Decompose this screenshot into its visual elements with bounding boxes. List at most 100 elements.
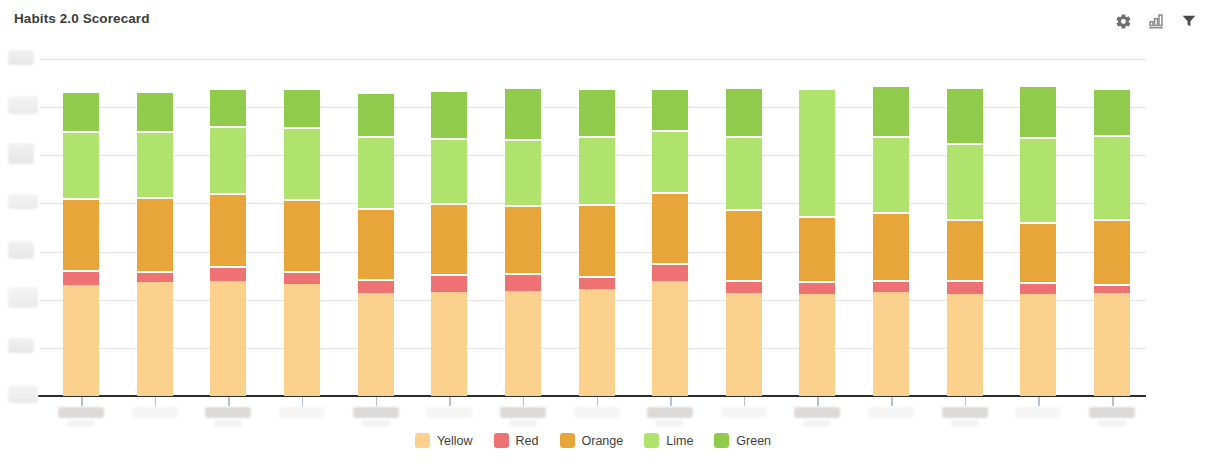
bar-segment-green[interactable] [505, 87, 541, 139]
bar-segment-red[interactable] [505, 273, 541, 291]
bar-segment-orange[interactable] [63, 198, 99, 270]
bar-segment-lime[interactable] [63, 131, 99, 198]
bar-segment-lime[interactable] [1094, 135, 1130, 219]
bar-segment-orange[interactable] [799, 216, 835, 281]
bar-segment-orange[interactable] [358, 208, 394, 279]
bar[interactable] [1094, 88, 1130, 396]
bar[interactable] [63, 91, 99, 396]
bar[interactable] [726, 87, 762, 396]
bar-segment-yellow[interactable] [358, 293, 394, 397]
bar-segment-orange[interactable] [431, 203, 467, 274]
bar-segment-green[interactable] [1094, 88, 1130, 135]
redacted-x-category-label-line2 [67, 420, 95, 427]
legend-item-yellow[interactable]: Yellow [415, 433, 473, 448]
bar-segment-lime[interactable] [726, 136, 762, 209]
bar-segment-red[interactable] [284, 271, 320, 284]
bar-segment-orange[interactable] [726, 209, 762, 280]
bar[interactable] [358, 92, 394, 396]
bar-segment-lime[interactable] [505, 139, 541, 205]
bar-segment-yellow[interactable] [1020, 294, 1056, 397]
legend-swatch-lime [644, 433, 659, 448]
bar-segment-lime[interactable] [652, 130, 688, 192]
bar[interactable] [284, 88, 320, 396]
bar-segment-yellow[interactable] [652, 281, 688, 397]
bar-segment-yellow[interactable] [579, 289, 615, 396]
legend-item-green[interactable]: Green [714, 433, 771, 448]
bar-segment-lime[interactable] [1020, 137, 1056, 222]
bar-segment-green[interactable] [873, 85, 909, 136]
bar-segment-red[interactable] [652, 263, 688, 280]
bar[interactable] [1020, 85, 1056, 396]
bar-segment-lime[interactable] [579, 136, 615, 204]
bar[interactable] [873, 85, 909, 396]
bar-segment-yellow[interactable] [431, 292, 467, 397]
bar-segment-yellow[interactable] [799, 294, 835, 396]
bar-segment-orange[interactable] [947, 219, 983, 279]
bar-segment-yellow[interactable] [284, 284, 320, 396]
bar[interactable] [947, 87, 983, 396]
bar-segment-orange[interactable] [137, 197, 173, 271]
bar-segment-red[interactable] [947, 280, 983, 294]
bar-segment-red[interactable] [358, 279, 394, 293]
bar-segment-lime[interactable] [799, 88, 835, 217]
bar-segment-orange[interactable] [505, 205, 541, 273]
bar-segment-yellow[interactable] [210, 281, 246, 397]
bar-segment-green[interactable] [210, 88, 246, 126]
bar-segment-green[interactable] [726, 87, 762, 136]
bar-segment-yellow[interactable] [137, 282, 173, 396]
bar-segment-orange[interactable] [579, 204, 615, 276]
bar-segment-red[interactable] [210, 266, 246, 281]
bar-segment-green[interactable] [358, 92, 394, 136]
bar[interactable] [652, 88, 688, 396]
bar[interactable] [505, 87, 541, 396]
legend-swatch-yellow [415, 433, 430, 448]
bar-segment-lime[interactable] [210, 126, 246, 193]
bar-segment-green[interactable] [947, 87, 983, 143]
bar-segment-red[interactable] [63, 270, 99, 285]
bar[interactable] [799, 88, 835, 396]
bar-segment-red[interactable] [431, 274, 467, 291]
bar-segment-red[interactable] [873, 280, 909, 292]
redacted-x-category-label [1015, 407, 1061, 418]
bar-segment-yellow[interactable] [63, 285, 99, 396]
bar-segment-lime[interactable] [873, 136, 909, 212]
bar[interactable] [579, 88, 615, 396]
bar-segment-green[interactable] [431, 90, 467, 138]
bar-segment-green[interactable] [63, 91, 99, 131]
bar-segment-yellow[interactable] [1094, 293, 1130, 397]
bar-segment-green[interactable] [1020, 85, 1056, 137]
bar-segment-lime[interactable] [431, 138, 467, 204]
bar-segment-green[interactable] [652, 88, 688, 130]
bar-segment-lime[interactable] [358, 136, 394, 208]
bar-segment-orange[interactable] [284, 199, 320, 272]
bar-segment-yellow[interactable] [947, 294, 983, 397]
bar[interactable] [210, 88, 246, 396]
bar-segment-yellow[interactable] [726, 293, 762, 397]
legend-item-red[interactable]: Red [494, 433, 539, 448]
bar[interactable] [137, 91, 173, 396]
bar-segment-orange[interactable] [1020, 222, 1056, 282]
bar-segment-red[interactable] [1094, 284, 1130, 292]
bar-segment-red[interactable] [1020, 282, 1056, 293]
bar-segment-orange[interactable] [1094, 219, 1130, 284]
bar-segment-orange[interactable] [873, 212, 909, 280]
bar[interactable] [431, 90, 467, 396]
bar-segment-red[interactable] [579, 276, 615, 290]
bar-segment-orange[interactable] [210, 193, 246, 265]
bar-segment-lime[interactable] [284, 127, 320, 198]
bar-segment-green[interactable] [137, 91, 173, 131]
legend-item-orange[interactable]: Orange [560, 433, 624, 448]
bar-segment-red[interactable] [726, 280, 762, 293]
bar-segment-orange[interactable] [652, 192, 688, 263]
bar-segment-lime[interactable] [137, 131, 173, 197]
habits-scorecard-widget: Habits 2.0 Scorecard [0, 0, 1208, 476]
bar-segment-yellow[interactable] [873, 292, 909, 397]
bar-segment-green[interactable] [579, 88, 615, 136]
bar-segment-yellow[interactable] [505, 291, 541, 396]
bar-segment-green[interactable] [284, 88, 320, 128]
bar-segment-red[interactable] [799, 281, 835, 295]
legend-item-lime[interactable]: Lime [644, 433, 693, 448]
bar-segment-lime[interactable] [947, 143, 983, 220]
legend: Yellow Red Orange Lime Green [40, 433, 1146, 448]
bar-segment-red[interactable] [137, 271, 173, 282]
